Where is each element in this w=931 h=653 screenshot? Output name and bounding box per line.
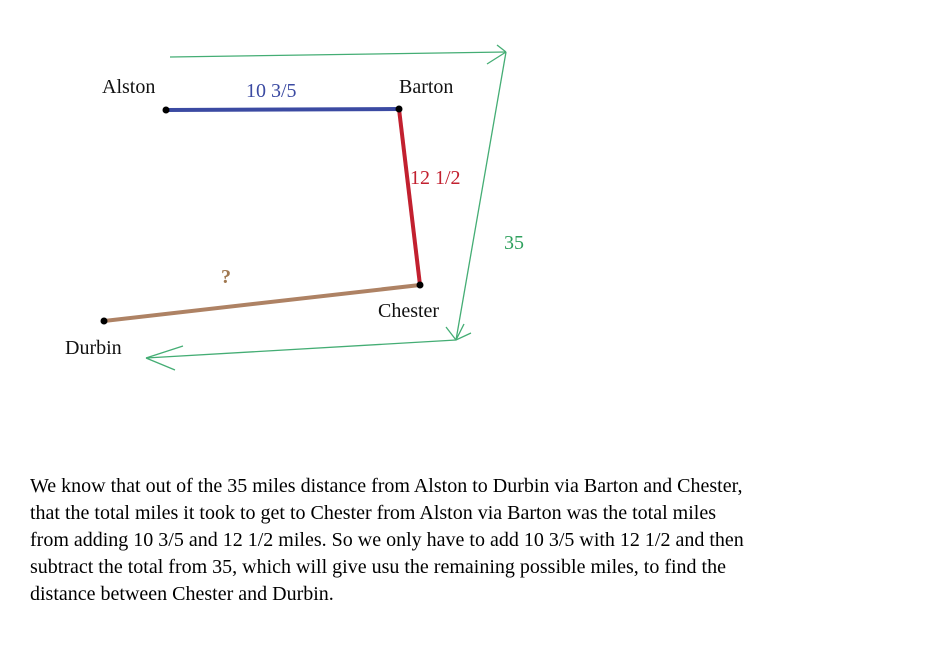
distance-label-chester-durbin: ? <box>221 266 231 288</box>
explanation-line: that the total miles it took to get to C… <box>30 502 717 524</box>
total-route-arrow-group <box>145 44 507 371</box>
distance-label-alston-barton: 10 3/5 <box>246 80 297 102</box>
total-arrow-bottom-shaft <box>145 332 472 359</box>
edge-durbin-chester-line <box>103 283 421 323</box>
node-dot-durbin <box>100 317 108 325</box>
node-dot-alston <box>162 106 170 114</box>
explanation-line: subtract the total from 35, which will g… <box>30 556 726 578</box>
distance-label-total: 35 <box>504 232 524 254</box>
explanation-paragraph: We know that out of the 35 miles distanc… <box>30 473 910 608</box>
explanation-line: distance between Chester and Durbin. <box>30 583 334 605</box>
node-dot-chester <box>416 281 424 289</box>
edge-barton-chester-line <box>397 108 422 286</box>
total-arrow-right-barb-right <box>455 323 465 341</box>
node-label-chester: Chester <box>378 300 440 322</box>
total-arrow-bottom-barb-upper <box>145 345 184 359</box>
total-arrow-top-shaft <box>169 51 507 58</box>
explanation-line: from adding 10 3/5 and 12 1/2 miles. So … <box>30 529 744 551</box>
total-arrow-top-barb-lower <box>486 51 507 65</box>
node-label-alston: Alston <box>102 76 156 98</box>
explanation-line: We know that out of the 35 miles distanc… <box>30 475 743 497</box>
edge-alston-barton-line <box>165 107 400 112</box>
distance-label-barton-chester: 12 1/2 <box>410 167 461 189</box>
total-arrow-bottom-barb-lower <box>145 357 176 371</box>
node-label-durbin: Durbin <box>65 337 122 359</box>
total-arrow-right-barb-left <box>445 326 457 341</box>
total-arrow-right-shaft <box>455 51 507 341</box>
total-arrow-top-barb-upper <box>496 44 507 53</box>
node-label-barton: Barton <box>399 76 454 98</box>
node-dot-barton <box>395 105 403 113</box>
